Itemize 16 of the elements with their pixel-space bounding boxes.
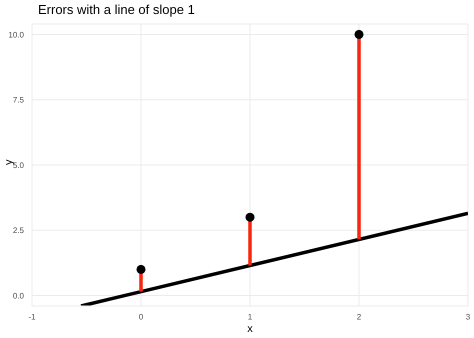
chart-title: Errors with a line of slope 1 bbox=[38, 2, 195, 17]
y-tick-label: 0.0 bbox=[12, 291, 25, 300]
x-axis-title: x bbox=[247, 323, 254, 335]
y-axis-title: y bbox=[2, 159, 15, 165]
point bbox=[245, 212, 255, 222]
point bbox=[136, 264, 146, 274]
y-tick-label: 10.0 bbox=[8, 30, 25, 40]
x-tick-label: -1 bbox=[28, 312, 36, 322]
x-tick-label: 2 bbox=[356, 312, 362, 322]
x-tick-label: 0 bbox=[138, 312, 144, 322]
x-tick-label: 1 bbox=[248, 312, 253, 322]
point bbox=[354, 30, 364, 39]
x-tick-label: 3 bbox=[466, 312, 471, 322]
y-tick-label: 2.5 bbox=[12, 226, 25, 236]
y-tick-label: 7.5 bbox=[12, 96, 25, 105]
y-tick-label: 5.0 bbox=[12, 160, 25, 170]
